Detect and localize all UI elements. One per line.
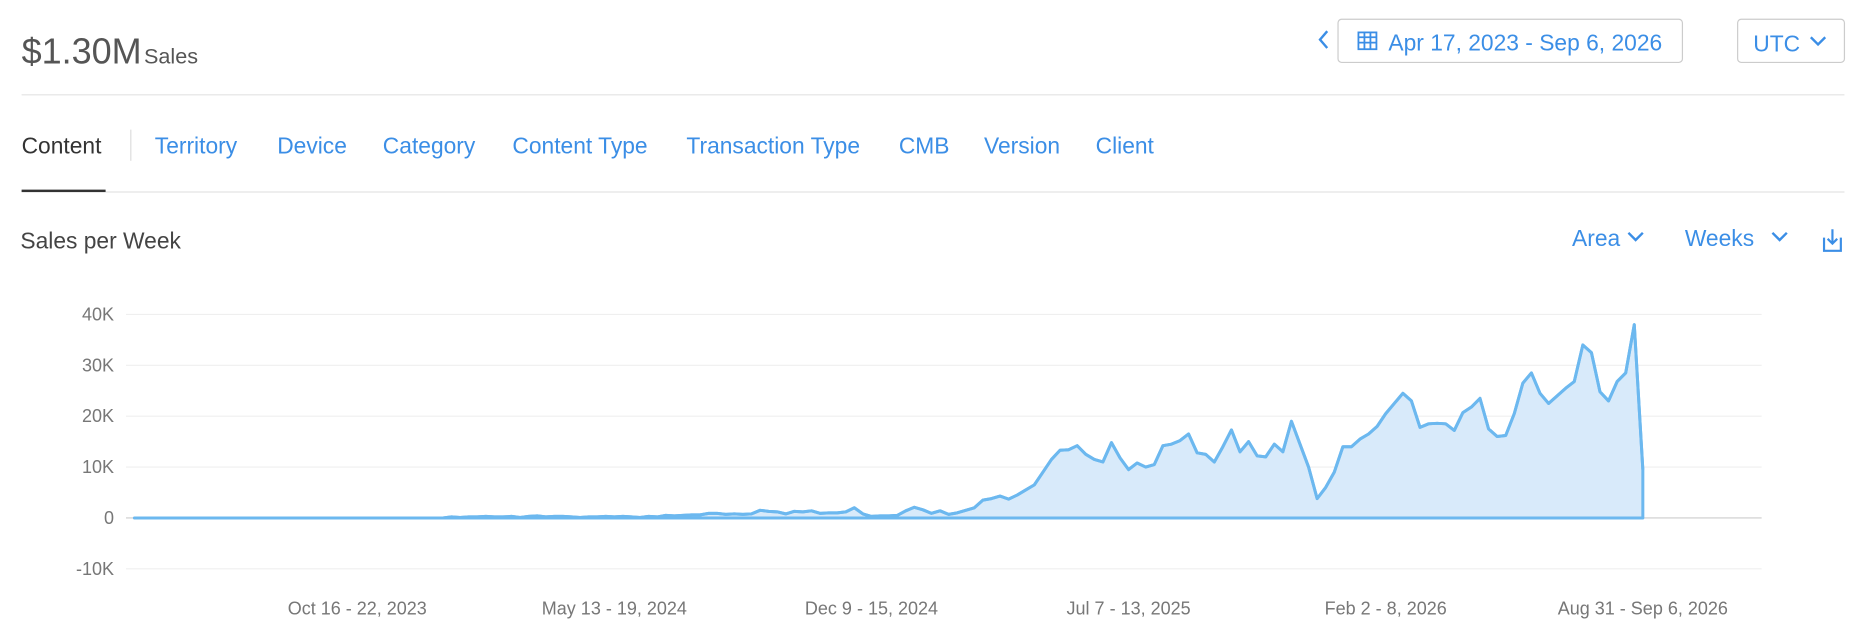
previous-range-button[interactable]: [1318, 30, 1329, 49]
calendar-icon: [1357, 31, 1378, 51]
x-tick-label: May 13 - 19, 2024: [542, 598, 687, 618]
y-tick-label: -10K: [76, 559, 114, 579]
x-tick-label: Dec 9 - 15, 2024: [805, 598, 938, 618]
tab[interactable]: Version: [984, 133, 1060, 159]
y-tick-label: 0: [104, 508, 114, 528]
timezone: UTC: [1753, 31, 1800, 57]
timezone-box: [1737, 18, 1846, 64]
y-tick-label: 40K: [82, 304, 114, 324]
style-dropdown[interactable]: Area: [1572, 225, 1644, 251]
tab[interactable]: Client: [1096, 133, 1155, 159]
tab[interactable]: CMB: [899, 133, 950, 159]
timezone-dropdown[interactable]: UTC: [1737, 18, 1846, 64]
y-tick-label: 30K: [82, 355, 114, 375]
sales-total: $1.30M: [22, 31, 142, 72]
date-range-picker[interactable]: Apr 17, 2023 - Sep 6, 2026: [1337, 18, 1684, 64]
x-tick-label: Jul 7 - 13, 2025: [1067, 598, 1191, 618]
x-tick-label: Oct 16 - 22, 2023: [288, 598, 427, 618]
active-tab-underline: [21, 189, 106, 193]
tab[interactable]: Device: [277, 133, 347, 159]
tab[interactable]: Category: [383, 133, 476, 159]
plot: -10K 0 10K 20K 30K 40K Oct 16 - 22, 2023 May 13…: [76, 304, 1762, 618]
tab[interactable]: Content: [22, 133, 103, 159]
sales-total-label: Sales: [144, 44, 198, 69]
period-option: Weeks: [1685, 225, 1754, 251]
date-range: Apr 17, 2023 - Sep 6, 2026: [1388, 29, 1662, 55]
dropdown-chevron: [1809, 36, 1827, 47]
dropdown-chevron: [1771, 231, 1788, 242]
date-range-box: [1337, 18, 1684, 64]
chart-title: Sales per Week: [20, 227, 181, 253]
y-tick-label: 10K: [82, 457, 114, 477]
tab[interactable]: Territory: [155, 133, 238, 159]
dropdown-chevron: [1627, 231, 1644, 242]
x-tick-label: Feb 2 - 8, 2026: [1325, 598, 1447, 618]
line: [134, 323, 1645, 520]
period-dropdown[interactable]: Weeks: [1685, 225, 1788, 251]
download-button[interactable]: [1822, 229, 1842, 252]
x-tick-label: Aug 31 - Sep 6, 2026: [1558, 598, 1728, 618]
tab[interactable]: Transaction Type: [686, 133, 860, 159]
style-option: Area: [1572, 225, 1620, 251]
y-tick-label: 20K: [82, 406, 114, 426]
tab-bar: Content Territory Device Category Content Ty…: [22, 133, 1155, 159]
tab[interactable]: Content Type: [512, 133, 647, 159]
